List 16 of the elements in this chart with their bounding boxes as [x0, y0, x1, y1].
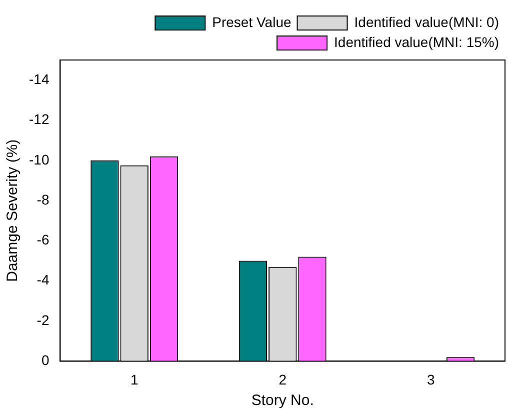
- x-axis-title: Story No.: [251, 392, 314, 410]
- y-tick-label: -12: [29, 111, 50, 128]
- x-tick-label: 2: [278, 371, 287, 388]
- x-tick-label: 1: [130, 371, 138, 388]
- legend-label: Identified value(MNI: 15%): [334, 34, 500, 50]
- y-tick-label: 0: [41, 352, 50, 368]
- x-tick-label: 3: [426, 371, 435, 388]
- y-tick-label: -14: [29, 70, 50, 87]
- y-axis-title: Daamge Severity (%): [4, 139, 22, 282]
- y-tick-label: -2: [36, 312, 50, 328]
- y-tick-label: -6: [36, 232, 50, 248]
- y-tick-label: -10: [29, 151, 50, 168]
- legend-label: Preset Value: [212, 14, 292, 30]
- legend-label: Identified value(MNI: 0): [354, 14, 500, 30]
- y-tick-label: -8: [36, 191, 50, 208]
- y-tick-label: -4: [36, 272, 50, 288]
